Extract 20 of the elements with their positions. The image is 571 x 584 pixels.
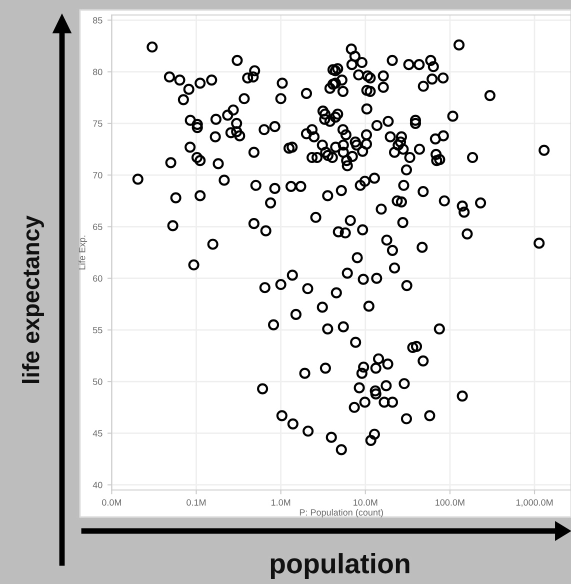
y-tick-label: 45 [92, 430, 102, 437]
y-tick-label: 60 [93, 275, 102, 282]
x-tick-label: 1,000.0M [516, 499, 553, 507]
x-tick-label: 100.0M [436, 499, 464, 506]
y-tick-label: 55 [92, 327, 102, 334]
y-axis-title: Life Exp. [78, 236, 88, 270]
x-axis-title: P: Population (count) [300, 509, 383, 518]
x-tick-label: 0.0M [102, 499, 121, 506]
text: population [270, 553, 410, 579]
x-tick-label: 1.0M [271, 499, 290, 506]
y-tick-label: 85 [93, 17, 102, 24]
y-tick-label: 70 [93, 172, 102, 178]
x-tick-label: 0.1M [186, 499, 206, 506]
y-tick-label: 50 [92, 378, 102, 385]
x-tick-label: 10.0M [354, 499, 378, 506]
text: life expectancy [22, 215, 44, 383]
y-tick-label: 65 [93, 224, 102, 230]
y-tick-label: 80 [93, 68, 102, 76]
y-tick-label: 75 [93, 120, 102, 127]
y-tick-label: 40 [92, 482, 102, 488]
